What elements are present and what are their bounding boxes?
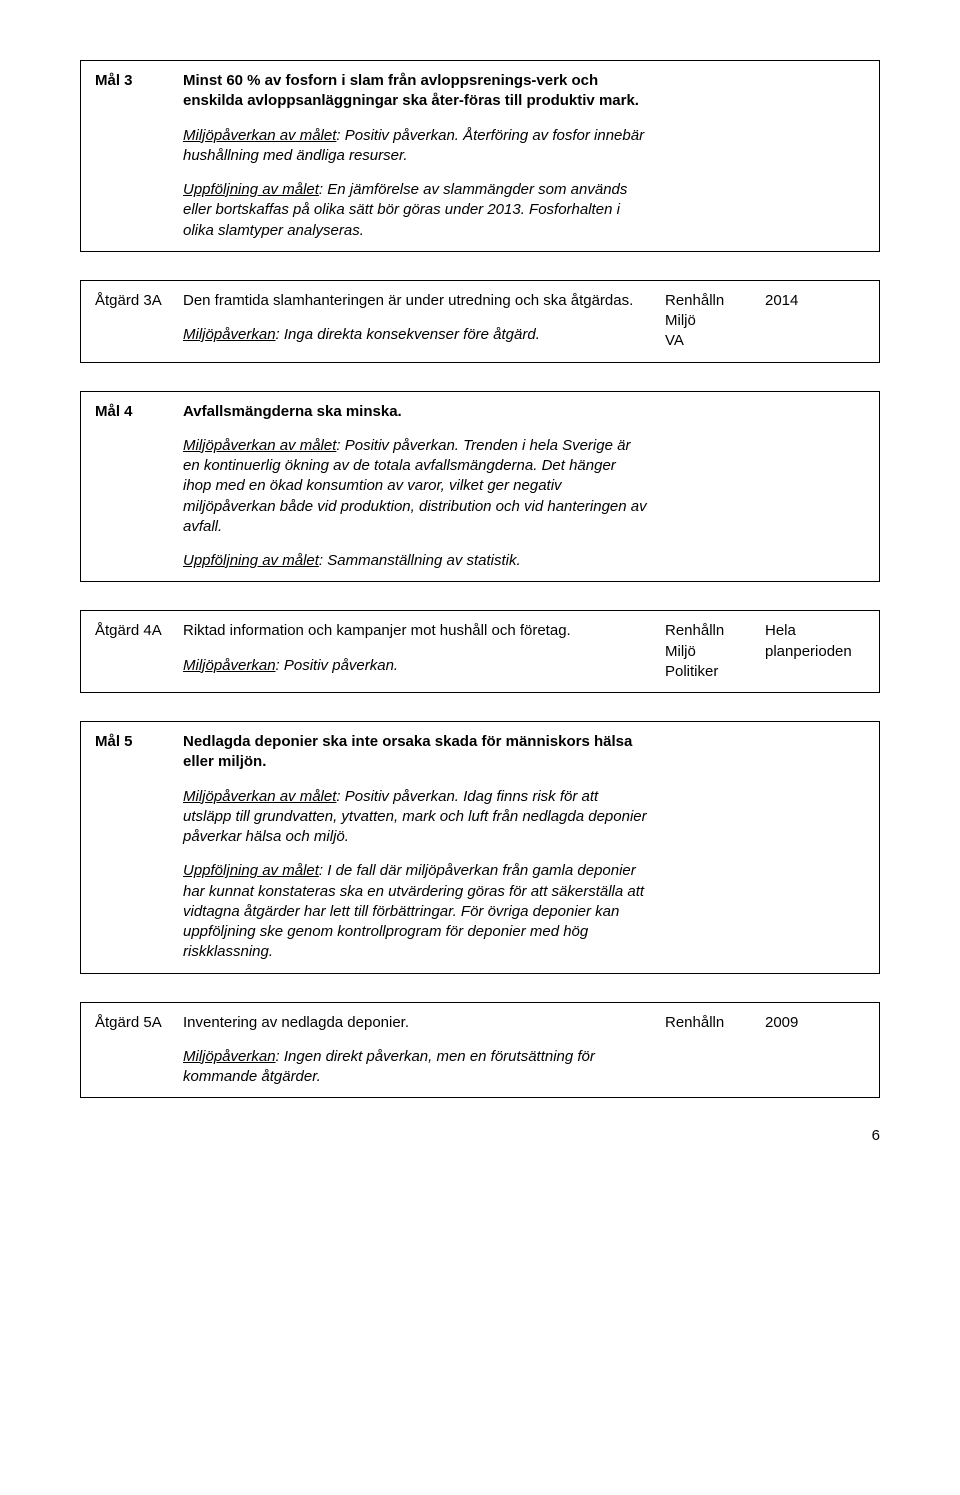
- actor-va: VA: [665, 331, 755, 351]
- action-4a-label: Åtgärd 4A: [95, 621, 183, 641]
- action-5a-actors: Renhålln: [665, 1013, 765, 1033]
- goal-4-content: Avfallsmängderna ska minska. Miljöpåverk…: [183, 402, 665, 572]
- action-3a-block: Åtgärd 3A Den framtida slamhanteringen ä…: [80, 280, 880, 363]
- goal-5-impact: Miljöpåverkan av målet: Positiv påverkan…: [183, 787, 647, 848]
- action-4a-block: Åtgärd 4A Riktad information och kampanj…: [80, 610, 880, 693]
- goal-4-block: Mål 4 Avfallsmängderna ska minska. Miljö…: [80, 391, 880, 583]
- action-4a-text: Riktad information och kampanjer mot hus…: [183, 621, 647, 641]
- action-4a-impact: Miljöpåverkan: Positiv påverkan.: [183, 656, 647, 676]
- goal-5-followup-heading: Uppföljning av målet: [183, 862, 319, 879]
- action-5a-year: 2009: [765, 1013, 865, 1033]
- action-3a-label: Åtgärd 3A: [95, 291, 183, 311]
- actor-politiker: Politiker: [665, 662, 755, 682]
- goal-4-followup-text: : Sammanställning av statistik.: [319, 552, 521, 569]
- goal-3-followup: Uppföljning av målet: En jämförelse av s…: [183, 180, 647, 241]
- goal-5-title: Nedlagda deponier ska inte orsaka skada …: [183, 732, 647, 773]
- goal-3-impact: Miljöpåverkan av målet: Positiv påverkan…: [183, 126, 647, 167]
- goal-5-impact-heading: Miljöpåverkan av målet: [183, 788, 336, 805]
- action-3a-impact: Miljöpåverkan: Inga direkta konsekvenser…: [183, 325, 647, 345]
- action-4a-impact-heading: Miljöpåverkan: [183, 657, 276, 674]
- action-3a-content: Den framtida slamhanteringen är under ut…: [183, 291, 665, 346]
- goal-4-followup: Uppföljning av målet: Sammanställning av…: [183, 551, 647, 571]
- actor-miljo: Miljö: [665, 642, 755, 662]
- action-4a-impact-text: : Positiv påverkan.: [276, 657, 399, 674]
- actor-renhalln: Renhålln: [665, 291, 755, 311]
- action-4a-content: Riktad information och kampanjer mot hus…: [183, 621, 665, 676]
- goal-3-block: Mål 3 Minst 60 % av fosforn i slam från …: [80, 60, 880, 252]
- goal-4-impact: Miljöpåverkan av målet: Positiv påverkan…: [183, 436, 647, 537]
- action-4a-actors: Renhålln Miljö Politiker: [665, 621, 765, 682]
- goal-4-followup-heading: Uppföljning av målet: [183, 552, 319, 569]
- action-3a-impact-text: : Inga direkta konsekvenser före åtgärd.: [276, 326, 540, 343]
- action-3a-impact-heading: Miljöpåverkan: [183, 326, 276, 343]
- page-number: 6: [80, 1126, 880, 1146]
- goal-5-label: Mål 5: [95, 732, 183, 752]
- goal-5-block: Mål 5 Nedlagda deponier ska inte orsaka …: [80, 721, 880, 974]
- action-5a-content: Inventering av nedlagda deponier. Miljöp…: [183, 1013, 665, 1088]
- goal-4-label: Mål 4: [95, 402, 183, 422]
- action-5a-label: Åtgärd 5A: [95, 1013, 183, 1033]
- action-4a-year: Hela planperioden: [765, 621, 865, 662]
- goal-5-followup: Uppföljning av målet: I de fall där milj…: [183, 861, 647, 962]
- goal-4-title: Avfallsmängderna ska minska.: [183, 402, 647, 422]
- goal-3-label: Mål 3: [95, 71, 183, 91]
- action-3a-actors: Renhålln Miljö VA: [665, 291, 765, 352]
- action-3a-year: 2014: [765, 291, 865, 311]
- goal-3-content: Minst 60 % av fosforn i slam från avlopp…: [183, 71, 665, 241]
- action-5a-block: Åtgärd 5A Inventering av nedlagda deponi…: [80, 1002, 880, 1099]
- action-5a-impact-heading: Miljöpåverkan: [183, 1048, 276, 1065]
- actor-renhalln: Renhålln: [665, 621, 755, 641]
- actor-renhalln: Renhålln: [665, 1013, 755, 1033]
- goal-3-impact-heading: Miljöpåverkan av målet: [183, 127, 336, 144]
- goal-3-followup-heading: Uppföljning av målet: [183, 181, 319, 198]
- action-5a-text: Inventering av nedlagda deponier.: [183, 1013, 647, 1033]
- goal-4-impact-heading: Miljöpåverkan av målet: [183, 437, 336, 454]
- action-5a-impact: Miljöpåverkan: Ingen direkt påverkan, me…: [183, 1047, 647, 1088]
- goal-5-content: Nedlagda deponier ska inte orsaka skada …: [183, 732, 665, 963]
- goal-3-title: Minst 60 % av fosforn i slam från avlopp…: [183, 71, 647, 112]
- action-3a-text: Den framtida slamhanteringen är under ut…: [183, 291, 647, 311]
- actor-miljo: Miljö: [665, 311, 755, 331]
